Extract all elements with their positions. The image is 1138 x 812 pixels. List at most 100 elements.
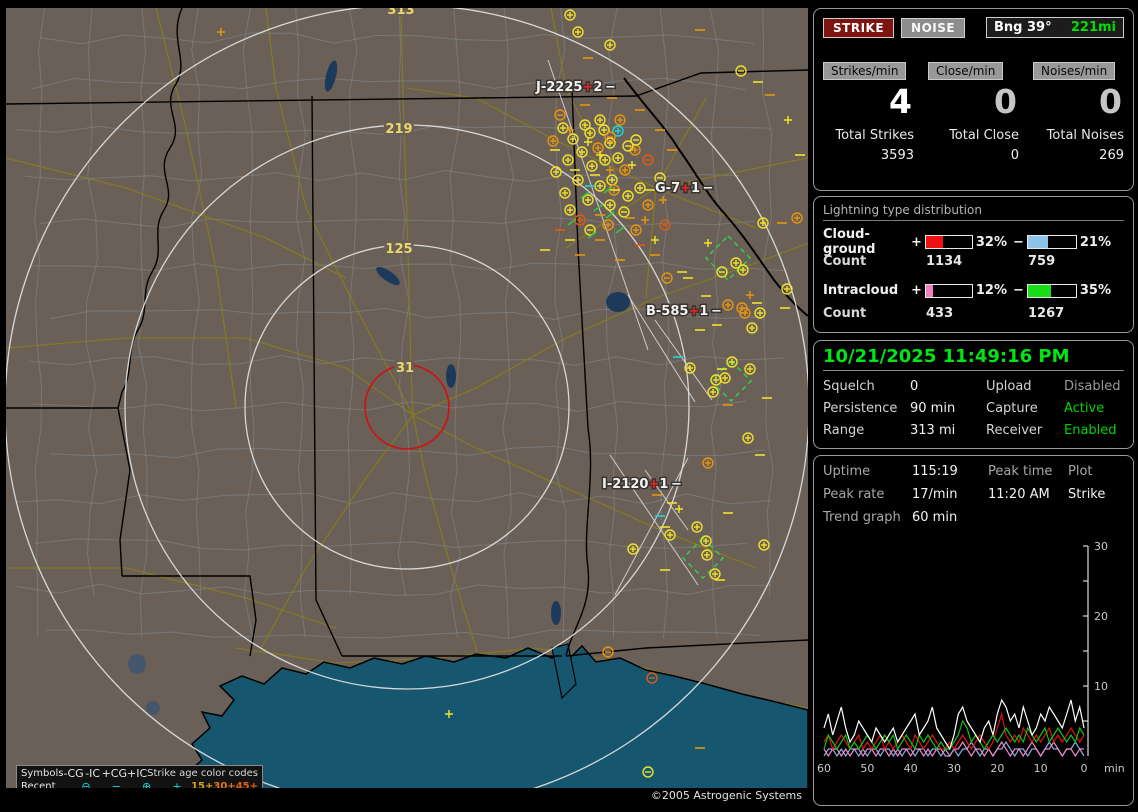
plot-value: Strike [1068,487,1106,502]
noise-button[interactable]: NOISE [901,17,966,38]
svg-text:G-7+1 −: G-7+1 − [655,181,714,196]
svg-text:J-2225+2 −: J-2225+2 − [535,80,616,95]
uptime-value: 115:19 [912,464,958,479]
svg-text:0: 0 [1081,762,1088,775]
plus-sign: + [911,234,922,250]
plot-label: Plot [1068,464,1093,479]
squelch-label: Squelch [823,379,875,394]
copyright-text: ©2005 Astrogenic Systems [650,789,802,802]
cg-neg-bar [1027,235,1077,249]
range-value: 313 mi [910,423,956,438]
total-close-value: 0 [1010,148,1019,163]
strikes-column: Strikes/min 4 Total Strikes 3593 [823,60,914,163]
strike-legend: Symbols -CG -IC +CG +IC Strike age color code… [16,765,263,788]
storm-tracks [547,59,713,596]
svg-text:31: 31 [396,361,414,376]
svg-text:313: 313 [387,8,414,18]
upload-value: Disabled [1064,379,1121,394]
intracloud-label: Intracloud [823,283,899,298]
storm-cell-labels: J-2225+2 − G-7+1 − B-585+1 − I-2120+1 − [534,79,724,494]
bearing-display: Bng 39° 221mi [986,17,1124,38]
persistence-label: Persistence [823,401,898,416]
plus-sign: + [911,283,922,298]
total-strikes-value: 3593 [880,148,914,163]
ic-pos-count: 433 [926,306,954,321]
counters-panel: STRIKE NOISE Bng 39° 221mi Strikes/min 4… [813,8,1134,191]
svg-text:min: min [1104,762,1125,775]
svg-text:50: 50 [860,762,874,775]
minus-sign: − [1013,234,1024,250]
noises-column: Noises/min 0 Total Noises 269 [1033,60,1124,163]
strike-symbols [217,9,805,778]
svg-text:30: 30 [947,762,961,775]
svg-text:10: 10 [1034,762,1048,775]
uptime-label: Uptime [823,464,871,479]
total-noises-label: Total Noises [1046,128,1124,143]
noises-per-min-value: 0 [1099,82,1122,121]
peak-rate-label: Peak rate [823,487,885,502]
total-close-label: Total Close [949,128,1019,143]
peak-time-label: Peak time [988,464,1053,479]
cg-count-row: Count 1134 759 [823,250,1124,273]
ic-neg-count: 1267 [1028,306,1065,321]
ic-neg-bar [1027,283,1077,298]
svg-text:125: 125 [385,242,412,257]
ic-pos-pct: 12% [975,283,1007,298]
cg-pos-count: 1134 [926,254,963,269]
range-rings: 313 219 125 31 [6,8,808,788]
minus-sign: − [1013,283,1024,298]
cloud-ground-label: Cloud-ground [823,227,876,257]
svg-text:I-2120+1 −: I-2120+1 − [602,477,682,492]
ic-pos-bar [925,283,973,298]
count-label: Count [823,306,867,321]
cg-pos-bar [925,235,973,249]
svg-text:219: 219 [385,122,412,137]
cg-neg-count: 759 [1028,254,1056,269]
bearing-value: Bng 39° [994,20,1052,35]
trend-graph-label: Trend graph [823,510,901,525]
distribution-title: Lightning type distribution [823,203,1124,221]
total-noises-value: 269 [1099,148,1124,163]
cg-pos-pct: 32% [975,234,1007,250]
svg-text:20: 20 [1094,610,1108,623]
total-strikes-label: Total Strikes [835,128,914,143]
range-label: Range [823,423,865,438]
intracloud-row: Intracloud + 12% − 35% [823,279,1124,302]
svg-text:B-585+1 −: B-585+1 − [646,304,722,319]
ic-neg-pct: 35% [1079,283,1111,298]
map-canvas[interactable]: 313 219 125 31 J-2225+2 − G-7+1 − B-585+1 − I-… [6,8,808,788]
upload-label: Upload [986,379,1032,394]
distance-value: 221mi [1070,20,1116,35]
capture-label: Capture [986,401,1038,416]
svg-text:60: 60 [817,762,831,775]
svg-text:40: 40 [904,762,918,775]
svg-text:20: 20 [990,762,1004,775]
receiver-label: Receiver [986,423,1043,438]
peak-rate-value: 17/min [912,487,958,502]
cloud-ground-row: Cloud-ground + 32% − 21% [823,227,1124,257]
strikes-per-min-header[interactable]: Strikes/min [823,62,907,80]
noises-per-min-header[interactable]: Noises/min [1033,62,1116,80]
trend-graph: 10 20 30 60 50 40 30 20 10 0 min [816,538,1130,800]
capture-value: Active [1064,401,1105,416]
strikes-per-min-value: 4 [889,82,912,121]
persistence-value: 90 min [910,401,956,416]
close-column: Close/min 0 Total Close 0 [928,60,1019,163]
receiver-value: Enabled [1064,423,1117,438]
distribution-panel: Lightning type distribution Cloud-ground… [813,196,1134,333]
close-per-min-header[interactable]: Close/min [928,62,1004,80]
datetime-display: 10/21/2025 11:49:16 PM [823,346,1124,371]
strike-button[interactable]: STRIKE [823,17,895,38]
cg-neg-pct: 21% [1079,234,1111,250]
peak-time-value: 11:20 AM [988,487,1050,502]
storm-diamonds [682,235,752,579]
uptime-trend-panel: Uptime 115:19 Peak time Plot Peak rate 1… [813,455,1134,806]
svg-text:30: 30 [1094,540,1108,553]
close-per-min-value: 0 [994,82,1017,121]
count-label: Count [823,254,867,269]
squelch-value: 0 [910,379,919,394]
trend-graph-value: 60 min [912,510,958,525]
svg-text:10: 10 [1094,680,1108,693]
status-panel: 10/21/2025 11:49:16 PM Squelch 0 Upload … [813,340,1134,449]
